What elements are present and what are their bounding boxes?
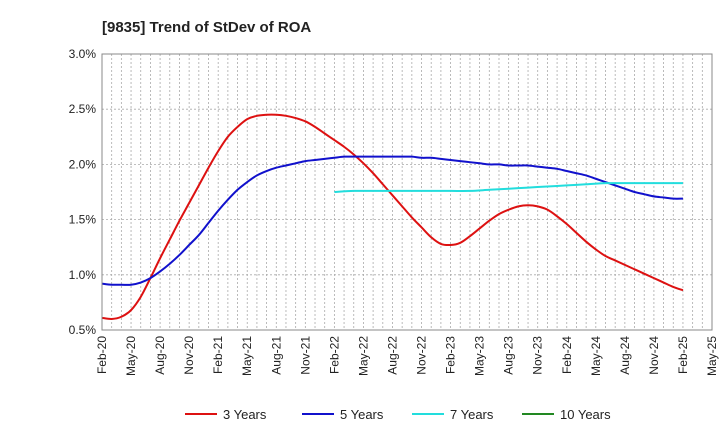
x-tick-label: Aug-21 [269,336,283,375]
x-tick-label: May-23 [473,336,487,376]
series-line-3 [334,182,683,193]
legend-label: 7 Years [450,407,494,422]
y-tick-label: 1.0% [69,268,97,282]
x-tick-label: May-25 [705,336,719,376]
legend-label: 10 Years [560,407,611,422]
series-line-2 [101,155,683,286]
plot-border [101,53,713,331]
x-tick-label: Nov-23 [531,336,545,375]
y-tick-label: 1.5% [69,213,97,227]
x-tick-label: Feb-22 [327,336,341,374]
x-tick-label: Aug-24 [618,336,632,375]
y-tick-label: 0.5% [69,323,97,337]
y-tick-label: 2.5% [69,102,97,116]
x-tick-label: May-22 [356,336,370,376]
x-tick-label: Nov-21 [298,336,312,375]
y-tick-label: 3.0% [69,47,97,61]
x-tick-label: Feb-25 [676,336,690,374]
x-tick-label: May-24 [589,336,603,376]
x-tick-label: Feb-24 [560,336,574,374]
x-tick-label: Aug-20 [153,336,167,375]
x-tick-label: Aug-23 [502,336,516,375]
y-axis: 0.5% 1.0% 1.5% 2.0% 2.5% 3.0% [69,47,97,337]
x-axis: Feb-20 May-20 Aug-20 Nov-20 Feb-21 May-21 Aug-… [95,336,719,376]
x-tick-label: Feb-20 [95,336,109,374]
x-tick-label: Nov-22 [415,336,429,375]
x-tick-label: May-20 [124,336,138,376]
x-tick-label: Feb-21 [211,336,225,374]
legend: 3 Years 5 Years 7 Years 10 Years [185,407,611,422]
grid [101,53,713,331]
chart-title: [9835] Trend of StDev of ROA [102,19,311,36]
y-tick-label: 2.0% [69,157,97,171]
legend-label: 5 Years [340,407,384,422]
x-tick-label: Feb-23 [444,336,458,374]
x-tick-label: Nov-20 [182,336,196,375]
series-line-1 [101,113,684,320]
x-tick-label: May-21 [240,336,254,376]
x-tick-label: Nov-24 [647,336,661,375]
x-tick-label: Aug-22 [385,336,399,375]
series-layer [101,113,684,320]
legend-label: 3 Years [223,407,267,422]
